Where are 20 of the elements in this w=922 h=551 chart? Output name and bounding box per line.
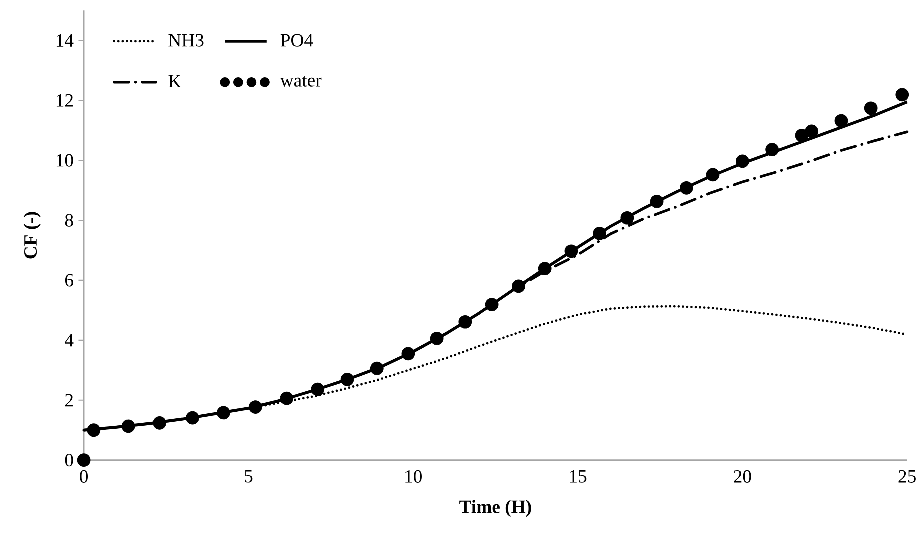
x-tick-label: 0 <box>80 470 88 483</box>
y-axis-title: CF (-) <box>24 212 41 259</box>
x-tick-label: 5 <box>245 470 253 483</box>
y-tick-label: 8 <box>65 214 74 227</box>
y-tick-label: 4 <box>65 334 74 347</box>
y-tick-label: 14 <box>56 34 74 47</box>
y-tick-label: 0 <box>65 454 74 467</box>
y-tick-label: 6 <box>65 274 74 287</box>
x-tick-label: 20 <box>734 470 752 483</box>
legend-label: PO4 <box>280 34 314 47</box>
x-axis-title: Time (H) <box>460 500 532 518</box>
x-tick-label: 10 <box>406 470 422 483</box>
x-tick-label: 25 <box>898 470 916 483</box>
legend-label: water <box>280 76 322 87</box>
x-tick-label: 15 <box>570 470 587 483</box>
y-tick-label: 12 <box>56 94 73 107</box>
y-tick-label: 10 <box>56 154 74 167</box>
legend-label: K <box>168 75 182 88</box>
y-tick-label: 2 <box>65 394 73 407</box>
legend-label: NH3 <box>168 34 204 47</box>
